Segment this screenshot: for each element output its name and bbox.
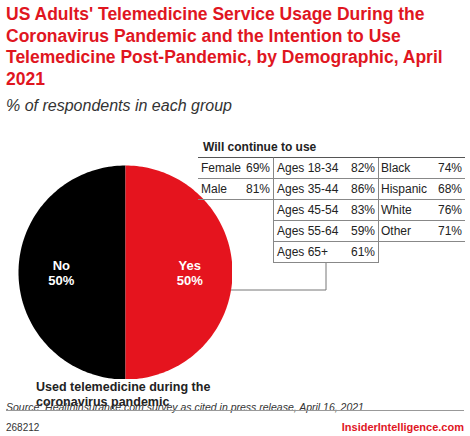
html-text:68%: 68% [438, 182, 462, 196]
html-text:69%: 69% [246, 161, 270, 175]
html-text:Black: Black [381, 161, 411, 175]
html-text:61%: 61% [351, 245, 375, 259]
html-text:74%: 74% [438, 161, 462, 175]
html-text:Ages 45-54: Ages 45-54 [277, 203, 339, 217]
html-text:82%: 82% [351, 161, 375, 175]
html-text:% of respondents in each group: % of respondents in each group [6, 97, 232, 114]
html-text:Will continue to use: Will continue to use [203, 140, 317, 154]
html-text:US Adults' Telemedicine Servic: US Adults' Telemedicine Service Usage Du… [6, 4, 443, 89]
html-text:Source: Healthinsurance.com su: Source: Healthinsurance.com survey as ci… [6, 401, 364, 413]
html-text:Other: Other [381, 224, 411, 238]
html-text:71%: 71% [438, 224, 462, 238]
html-text:86%: 86% [351, 182, 375, 196]
html-text:Ages 55-64: Ages 55-64 [277, 224, 339, 238]
html-text:Ages 35-44: Ages 35-44 [277, 182, 339, 196]
html-text:Female: Female [201, 161, 241, 175]
html-text:Ages 65+: Ages 65+ [277, 245, 328, 259]
svg-text:Yes50%: Yes50% [177, 258, 203, 288]
svg-text:No50%: No50% [48, 258, 74, 288]
html-text:268212: 268212 [6, 422, 40, 433]
html-text:Male: Male [201, 182, 227, 196]
html-text:59%: 59% [351, 224, 375, 238]
html-text:Hispanic: Hispanic [381, 182, 427, 196]
html-text:Used telemedicine during the c: Used telemedicine during the coronavirus… [36, 380, 211, 409]
html-text:81%: 81% [246, 182, 270, 196]
html-text:83%: 83% [351, 203, 375, 217]
html-text:InsiderIntelligence.com: InsiderIntelligence.com [341, 421, 464, 433]
html-text:White: White [381, 203, 412, 217]
html-text:Ages 18-34: Ages 18-34 [277, 161, 339, 175]
html-text:76%: 76% [438, 203, 462, 217]
